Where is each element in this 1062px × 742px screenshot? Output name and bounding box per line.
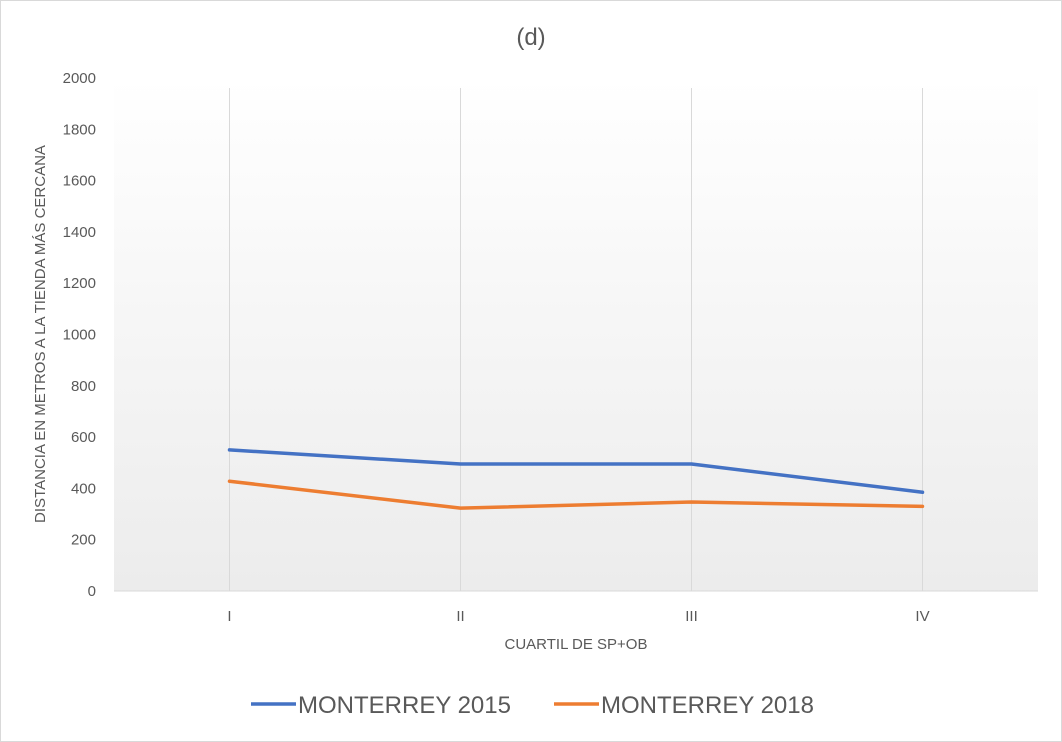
x-tick-label: II [456, 608, 464, 625]
plot-area [114, 78, 1038, 591]
y-tick-label: 400 [71, 480, 96, 497]
y-tick-label: 2000 [63, 70, 96, 87]
y-axis-ticks: 0 200 400 600 800 1000 1200 1400 1600 1800 2000 [63, 70, 96, 600]
x-axis-label: CUARTIL DE SP+OB [505, 636, 648, 653]
y-tick-label: 800 [71, 378, 96, 395]
x-tick-label: I [227, 608, 231, 625]
x-tick-label: III [685, 608, 698, 625]
series-line-2 [227, 479, 925, 510]
y-tick-label: 0 [88, 583, 96, 600]
y-tick-label: 200 [71, 532, 96, 549]
series-lines [227, 448, 925, 510]
chart-title: (d) [516, 24, 545, 51]
legend-label-2: MONTERREY 2018 [601, 692, 814, 719]
y-tick-label: 600 [71, 429, 96, 446]
x-axis-ticks: I II III IV [227, 608, 929, 625]
y-tick-label: 1600 [63, 173, 96, 190]
series-line-1 [227, 448, 925, 494]
legend-label-1: MONTERREY 2015 [298, 692, 511, 719]
legend: MONTERREY 2015 MONTERREY 2018 [251, 692, 814, 719]
y-tick-label: 1400 [63, 224, 96, 241]
x-tick-label: IV [915, 608, 929, 625]
y-tick-label: 1000 [63, 327, 96, 344]
y-tick-label: 1800 [63, 121, 96, 138]
y-tick-label: 1200 [63, 275, 96, 292]
y-axis-label: DISTANCIA EN METROS A LA TIENDA MÁS CERC… [32, 145, 49, 523]
